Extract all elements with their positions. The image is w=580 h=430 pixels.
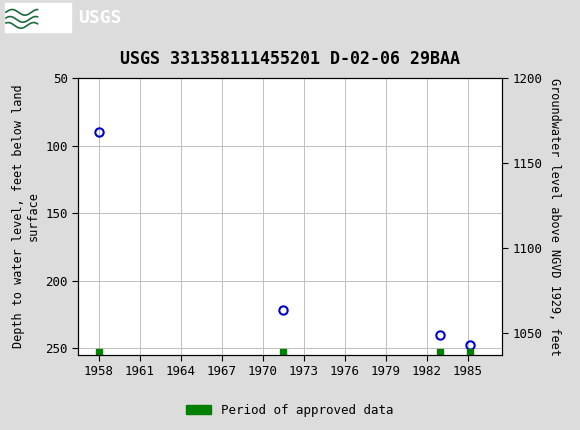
Text: USGS: USGS xyxy=(78,9,122,27)
Legend: Period of approved data: Period of approved data xyxy=(181,399,399,421)
Y-axis label: Groundwater level above NGVD 1929, feet: Groundwater level above NGVD 1929, feet xyxy=(548,77,561,356)
Text: USGS 331358111455201 D-02-06 29BAA: USGS 331358111455201 D-02-06 29BAA xyxy=(120,50,460,68)
FancyBboxPatch shape xyxy=(5,3,71,32)
Y-axis label: Depth to water level, feet below land
surface: Depth to water level, feet below land su… xyxy=(12,85,40,348)
